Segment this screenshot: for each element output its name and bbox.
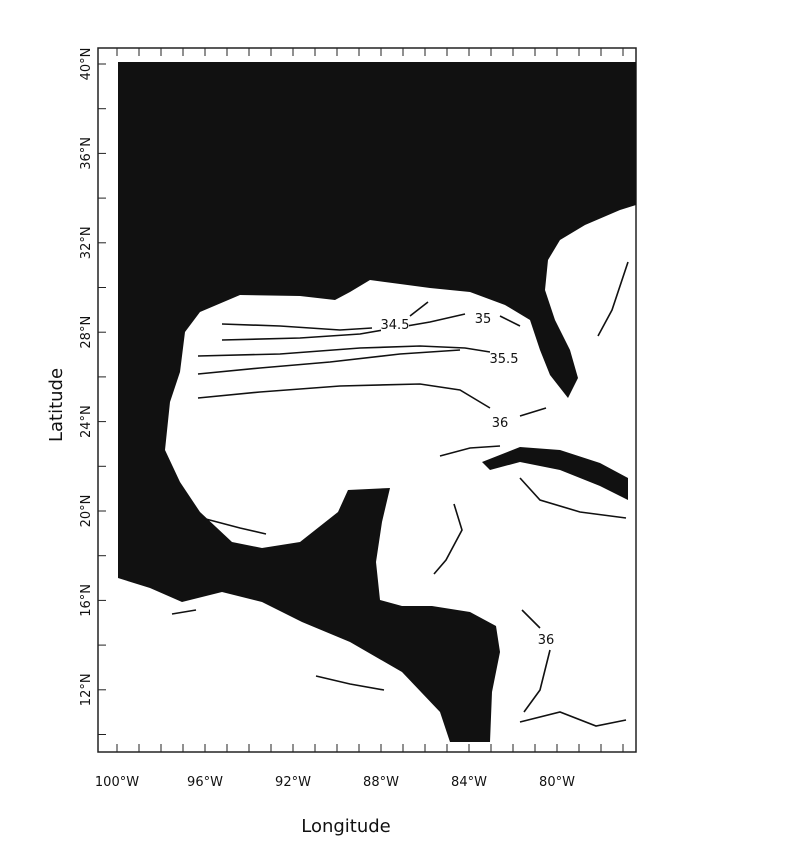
label-background	[469, 310, 497, 326]
x-tick-label: 84°W	[451, 775, 487, 790]
contour-line	[197, 345, 491, 357]
contour-line	[519, 711, 627, 727]
contour-line	[409, 301, 429, 317]
contour-line	[499, 315, 521, 327]
contour-line	[171, 609, 197, 615]
x-tick-label: 88°W	[363, 775, 399, 790]
contour-line	[523, 649, 551, 713]
y-tick-label: 20°N	[79, 495, 94, 528]
y-tick-label: 16°N	[79, 584, 94, 617]
x-tick-label: 92°W	[275, 775, 311, 790]
contour-label: 35.5	[490, 352, 519, 367]
contour-line	[519, 477, 627, 519]
label-background	[490, 350, 518, 366]
contour-line	[221, 323, 373, 331]
y-axis-label: Latitude	[46, 368, 67, 442]
land	[118, 62, 636, 742]
label-background	[486, 414, 514, 430]
contour-label: 35	[475, 312, 492, 327]
contour-line	[315, 675, 385, 691]
contour-line	[197, 349, 461, 375]
y-tick-label: 36°N	[79, 137, 94, 170]
y-tick-label: 28°N	[79, 316, 94, 349]
label-background	[532, 631, 560, 647]
x-tick-label: 96°W	[187, 775, 223, 790]
contour-label: 36	[538, 633, 555, 648]
contour-line	[197, 383, 491, 409]
x-tick-label: 100°W	[95, 775, 139, 790]
y-tick-label: 24°N	[79, 405, 94, 438]
contour-line	[201, 517, 267, 535]
contour-line	[519, 407, 547, 417]
contour-line	[433, 503, 463, 575]
island	[482, 447, 628, 500]
contour-line	[597, 261, 629, 337]
contour-line	[221, 313, 466, 341]
y-tick-label: 12°N	[79, 673, 94, 706]
contour-line	[439, 445, 501, 457]
x-axis-label: Longitude	[301, 816, 391, 837]
label-background	[381, 316, 409, 332]
x-tick-label: 80°W	[539, 775, 575, 790]
contour-line	[521, 609, 541, 629]
contour-label: 36	[492, 416, 509, 431]
contour-label: 34.5	[381, 318, 410, 333]
contours	[171, 261, 629, 727]
y-tick-label: 32°N	[79, 226, 94, 259]
y-tick-label: 40°N	[79, 48, 94, 81]
